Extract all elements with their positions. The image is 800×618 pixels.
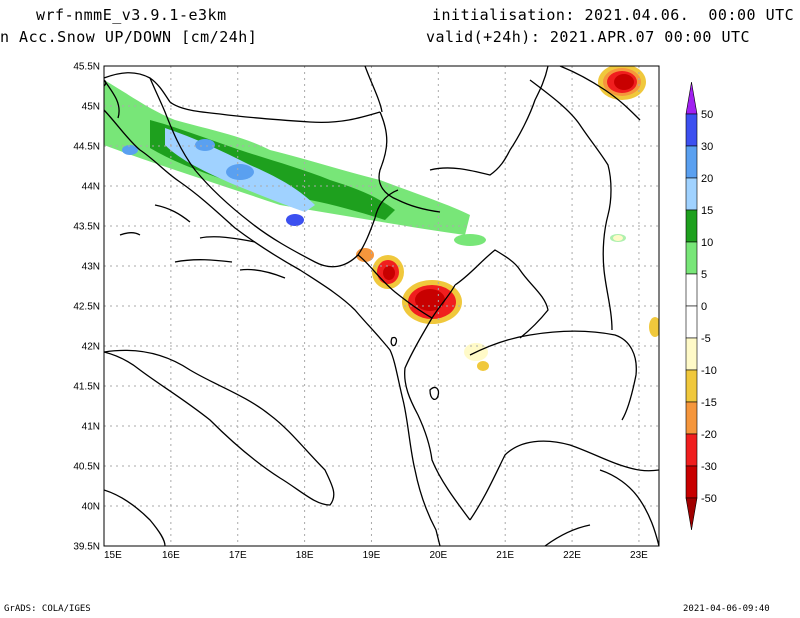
colorbar-label: 10 [701, 237, 713, 249]
serbia-border [378, 111, 441, 213]
grads-credit: GrADS: COLA/IGES [4, 604, 91, 614]
colorbar-swatch [685, 401, 698, 435]
snow-patch [418, 210, 442, 220]
colorbar-top-arrow [685, 81, 698, 115]
bosnia-border [149, 77, 399, 268]
istria-coast [104, 79, 120, 119]
latitude-label: 45.5N [73, 62, 100, 73]
snow-band-light [104, 80, 470, 235]
montenegro-border [357, 254, 456, 319]
island [119, 232, 141, 236]
thessaloniki-coast [544, 524, 591, 546]
snow-core [226, 164, 254, 180]
colorbar-label: 50 [701, 109, 713, 121]
longitude-label: 19E [363, 550, 381, 561]
colorbar-label: 30 [701, 141, 713, 153]
colorbar-swatch [685, 113, 698, 147]
coastlines-borders [104, 66, 659, 546]
latitude-label: 41.5N [73, 382, 100, 393]
colorbar-label: 15 [701, 205, 713, 217]
latitude-label: 45N [82, 102, 100, 113]
colorbar-label: -5 [701, 333, 711, 345]
colorbar-swatch [685, 433, 698, 467]
snow-core [195, 139, 215, 151]
colorbar-swatch [685, 209, 698, 243]
bulgaria-border [529, 79, 613, 331]
lake [429, 386, 440, 401]
latitude-label: 44.5N [73, 142, 100, 153]
melt-core [614, 74, 634, 90]
colorbar-label: -10 [701, 365, 717, 377]
longitude-label: 23E [630, 550, 648, 561]
colorbar-swatch [685, 305, 698, 339]
melt-core [383, 266, 395, 280]
latitude-label: 41N [82, 422, 100, 433]
snow-patch [454, 234, 486, 246]
latitude-label: 42N [82, 342, 100, 353]
melt-area [613, 235, 623, 241]
melt-field [356, 66, 659, 371]
colorbar-swatch [685, 177, 698, 211]
map-plot-area [104, 66, 659, 546]
melt-area [649, 317, 659, 337]
latitude-label: 40N [82, 502, 100, 513]
longitude-label: 20E [429, 550, 447, 561]
longitude-label: 15E [104, 550, 122, 561]
melt-area [477, 361, 489, 371]
longitude-label: 21E [496, 550, 514, 561]
initialisation-time: initialisation: 2021.04.06. 00:00 UTC [432, 6, 795, 24]
axis-labels: 45.5N 45N 44.5N 44N 43.5N 43N 42.5N 42N 41.5N 41N… [73, 62, 648, 562]
latitude-label: 42.5N [73, 302, 100, 313]
greek-coast [599, 469, 659, 546]
latitude-label: 39.5N [73, 542, 100, 553]
danube [559, 66, 641, 121]
render-timestamp: 2021-04-06-09:40 [683, 604, 770, 614]
colorbar-label: 5 [701, 269, 707, 281]
colorbar-label: -50 [701, 493, 717, 505]
macedonia-border [469, 330, 637, 421]
colorbar-swatch [685, 241, 698, 275]
colorbar-swatch [685, 337, 698, 371]
field-title: n Acc.Snow UP/DOWN [cm/24h] [0, 28, 258, 46]
model-title: wrf-nmmE_v3.9.1-e3km [36, 6, 227, 24]
island [154, 204, 191, 223]
longitude-label: 18E [296, 550, 314, 561]
kosovo-border [454, 249, 549, 339]
melt-core [415, 289, 445, 311]
albania-border [404, 317, 471, 521]
longitude-label: 22E [563, 550, 581, 561]
colorbar-label: 0 [701, 301, 707, 313]
map-frame [103, 65, 660, 547]
island [239, 268, 286, 279]
snow-core [286, 214, 304, 226]
colorbar-swatch [685, 465, 698, 499]
north-border [364, 66, 549, 176]
colorbar-label: -30 [701, 461, 717, 473]
colorbar-label: 20 [701, 173, 713, 185]
lake [390, 336, 398, 347]
greece-north-border [469, 440, 659, 521]
snowfall-field [104, 80, 626, 246]
latitude-label: 44N [82, 182, 100, 193]
gridlines [104, 66, 659, 546]
colorbar-swatch [685, 273, 698, 307]
slovenia-croatia-border [104, 72, 381, 124]
adriatic-coast [104, 109, 441, 546]
island [174, 259, 233, 263]
longitude-label: 17E [229, 550, 247, 561]
latitude-label: 40.5N [73, 462, 100, 473]
longitude-label: 16E [162, 550, 180, 561]
colorbar-bottom-arrow [685, 497, 698, 531]
colorbar-label: -15 [701, 397, 717, 409]
valid-time: valid(+24h): 2021.APR.07 00:00 UTC [426, 28, 751, 46]
colorbar-swatch [685, 145, 698, 179]
colorbar-swatch [685, 369, 698, 403]
island [199, 236, 256, 243]
snow-core [122, 145, 138, 155]
latitude-label: 43N [82, 262, 100, 273]
colorbar-label: -20 [701, 429, 717, 441]
latitude-label: 43.5N [73, 222, 100, 233]
